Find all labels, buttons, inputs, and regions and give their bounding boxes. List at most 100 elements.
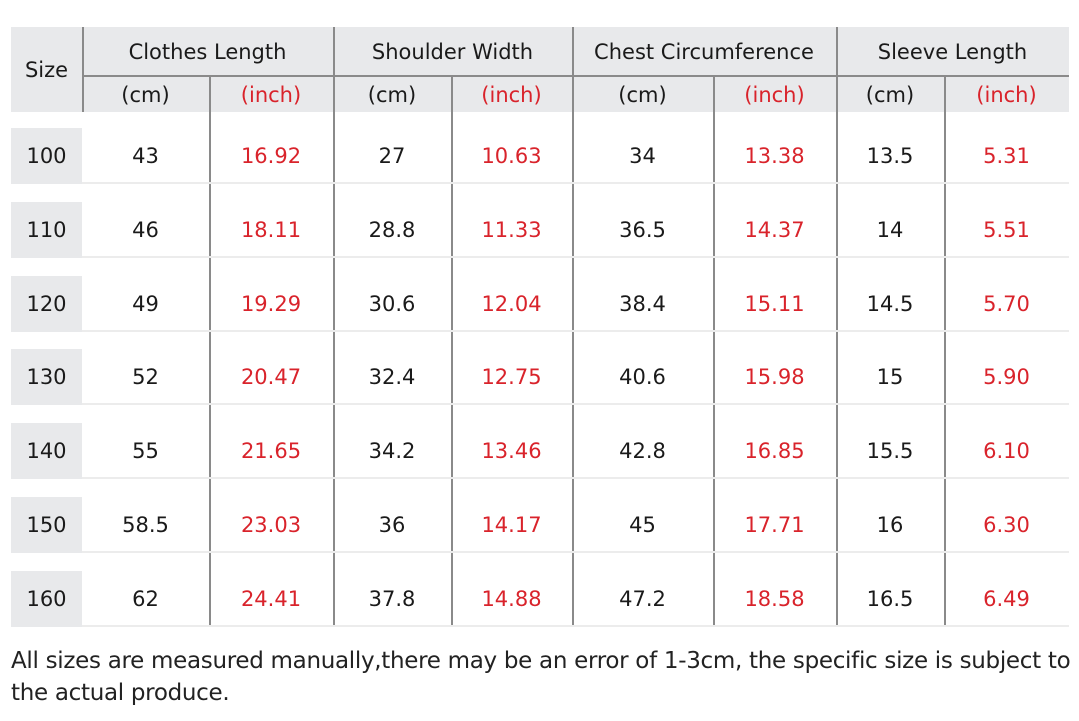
inch-value: 20.47 [240,365,302,390]
inch-value: 19.29 [240,291,302,316]
column-divider [836,27,838,627]
inch-value: 12.04 [481,291,542,316]
cm-value: 46 [132,217,159,242]
inch-value: 6.30 [983,513,1030,537]
cm-value: 43 [132,144,159,168]
row-separator [82,624,1069,627]
unit-inch-header: (inch) [976,83,1037,107]
column-group-header: Chest Circumference [594,39,814,64]
column-divider [82,27,84,112]
inch-value: 15.98 [744,365,805,390]
column-divider [451,76,453,627]
size-value: 120 [26,291,67,316]
inch-value: 16.92 [240,144,302,168]
cm-value: 49 [132,291,159,316]
size-value: 160 [26,586,67,611]
row-separator [82,403,1069,406]
size-cell-background [11,128,82,184]
row-separator [82,329,1069,332]
inch-value: 14.37 [744,217,805,242]
size-value: 130 [26,365,67,390]
inch-value: 5.90 [983,365,1030,390]
cm-value: 36.5 [619,217,666,242]
inch-value: 5.31 [983,144,1030,168]
cm-value: 52 [132,365,159,390]
column-divider [713,76,715,627]
cm-value: 14.5 [866,291,914,316]
column-group-header: Clothes Length [128,39,287,64]
cm-value: 34 [629,144,656,168]
cm-value: 14 [876,217,904,242]
size-value: 150 [26,513,67,537]
cm-value: 28.8 [368,217,416,242]
row-separator [82,551,1069,553]
column-group-header: Sleeve Length [877,39,1028,64]
inch-value: 14.17 [481,513,542,537]
column-group-header: Shoulder Width [371,39,534,64]
cm-value: 34.2 [368,439,416,464]
cm-value: 37.8 [368,586,416,611]
inch-value: 15.11 [744,291,805,316]
size-value: 140 [26,439,67,464]
inch-value: 14.88 [481,586,542,611]
size-cell-background [11,201,82,258]
cm-value: 16 [876,513,904,537]
row-separator [82,255,1069,258]
cm-value: 15 [876,365,904,390]
cm-value: 38.4 [619,291,666,316]
size-value: 100 [26,144,67,168]
cm-value: 47.2 [619,586,666,611]
cm-value: 45 [629,513,656,537]
inch-value: 10.63 [481,144,542,168]
size-cell-background [11,497,82,553]
inch-value: 17.71 [744,513,805,537]
size-cell-background [11,349,82,406]
column-divider [333,27,335,627]
inch-value: 18.11 [240,217,302,242]
inch-value: 12.75 [481,365,542,390]
unit-cm-header: (cm) [865,83,915,107]
unit-inch-header: (inch) [481,83,542,107]
cm-value: 55 [132,439,159,464]
column-divider [572,27,574,627]
cm-value: 27 [378,144,406,168]
inch-value: 23.03 [240,513,302,537]
inch-value: 21.65 [240,439,302,464]
unit-cm-header: (cm) [618,83,667,107]
inch-value: 6.49 [983,586,1030,611]
size-cell-background [11,423,82,480]
size-cell-background [11,570,82,627]
size-cell-background [11,275,82,332]
size-value: 110 [26,217,67,242]
unit-inch-header: (inch) [240,83,302,107]
cm-value: 62 [132,586,159,611]
inch-value: 16.85 [744,439,805,464]
cm-value: 32.4 [368,365,416,390]
column-divider [209,76,211,627]
inch-value: 11.33 [481,217,542,242]
inch-value: 5.70 [983,291,1030,316]
inch-value: 18.58 [744,586,805,611]
column-divider [944,76,946,627]
inch-value: 5.51 [983,217,1030,242]
cm-value: 30.6 [368,291,416,316]
table-header-background [11,27,1069,112]
unit-cm-header: (cm) [367,83,417,107]
unit-cm-header: (cm) [121,83,170,107]
cm-value: 36 [378,513,406,537]
inch-value: 6.10 [983,439,1030,464]
size-header: Size [24,57,69,82]
cm-value: 15.5 [866,439,914,464]
cm-value: 13.5 [866,144,914,168]
measurement-note: All sizes are measured manually,there ma… [11,648,1071,706]
cm-value: 42.8 [619,439,666,464]
row-separator [82,477,1069,480]
inch-value: 13.46 [481,439,542,464]
inch-value: 24.41 [240,586,302,611]
inch-value: 13.38 [744,144,805,168]
cm-value: 16.5 [866,586,914,611]
row-separator [82,182,1069,184]
header-divider [82,75,1069,77]
cm-value: 40.6 [619,365,666,390]
cm-value: 58.5 [122,513,169,537]
